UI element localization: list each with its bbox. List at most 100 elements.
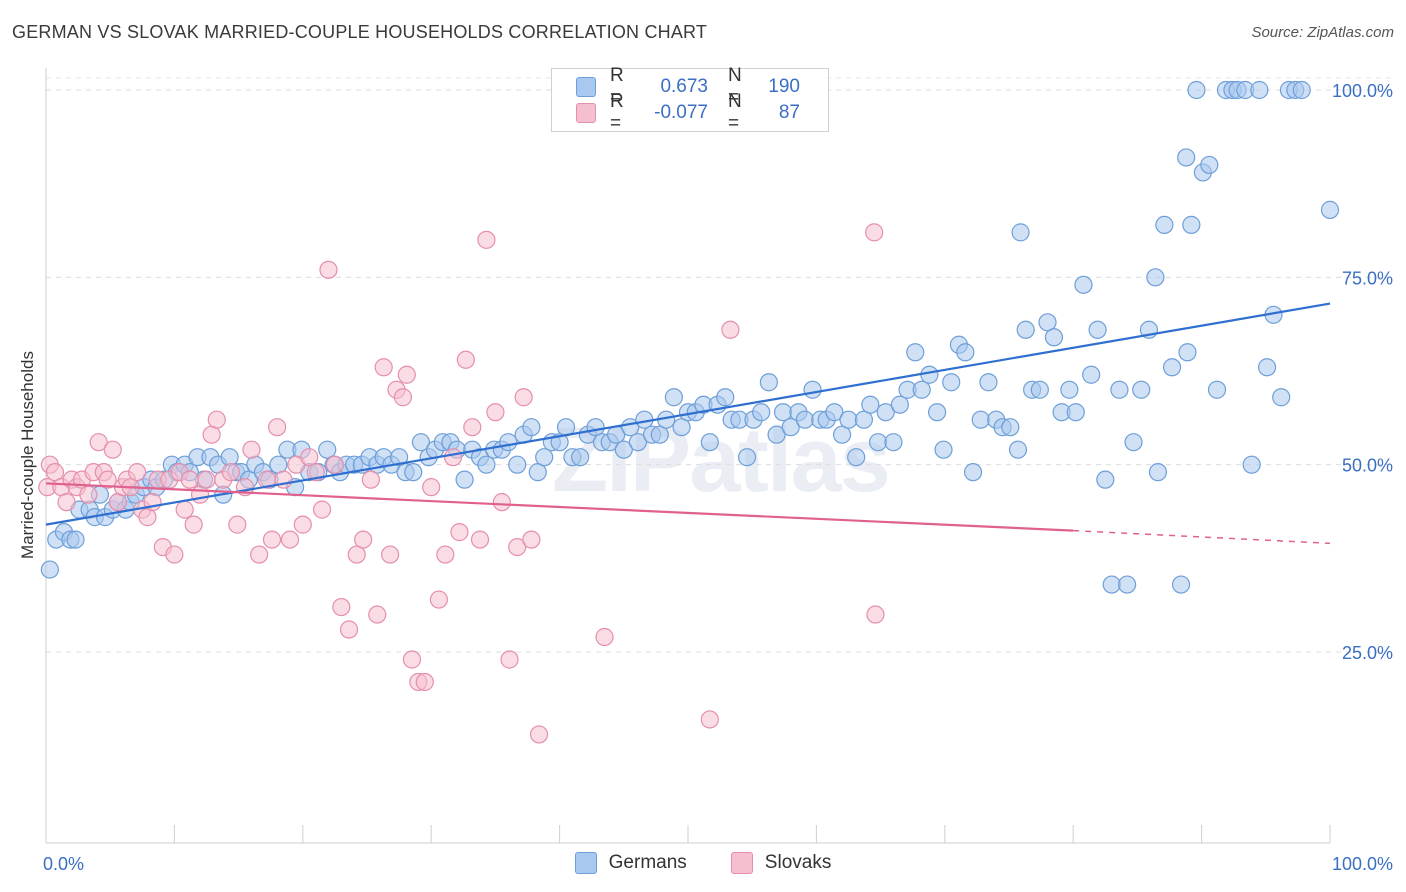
- watermark: ZIPatlas: [552, 409, 891, 511]
- slovaks-point: [207, 410, 226, 429]
- legend-swatch-slovaks: [576, 103, 596, 123]
- slovaks-point: [381, 545, 400, 564]
- germans-point: [40, 560, 59, 579]
- slovaks-point: [721, 320, 740, 339]
- slovaks-point: [522, 530, 541, 549]
- germans-point: [1182, 215, 1201, 234]
- germans-point: [1250, 80, 1269, 100]
- legend-r-value: 0.673: [660, 76, 708, 97]
- germans-point: [650, 425, 669, 444]
- germans-point: [716, 388, 735, 407]
- germans-point: [934, 440, 953, 459]
- germans-point: [825, 403, 844, 422]
- germans-point: [1207, 380, 1227, 399]
- stats-legend: R = 0.673 N = 190 R = -0.077 N = 87: [551, 65, 829, 134]
- germans-point: [528, 463, 547, 482]
- germans-point: [1118, 575, 1137, 594]
- germans-point: [1001, 418, 1020, 437]
- slovaks-point: [368, 605, 387, 624]
- slovaks-point: [397, 365, 416, 384]
- germans-point: [522, 418, 541, 437]
- germans-point: [737, 448, 757, 467]
- germans-point: [1272, 388, 1291, 407]
- germans-trend-line: [45, 302, 1331, 526]
- germans-point: [854, 410, 874, 429]
- slovaks-point: [865, 223, 884, 242]
- legend-swatch-germans: [576, 77, 596, 97]
- germans-point: [752, 403, 771, 422]
- legend-n-value: 87: [778, 102, 800, 123]
- germans-point: [1016, 320, 1035, 339]
- slovaks-point: [508, 537, 527, 557]
- germans-point: [979, 373, 998, 392]
- germans-point: [499, 433, 518, 452]
- germans-point: [773, 403, 793, 422]
- germans-point: [1162, 358, 1182, 377]
- y-tick-label: 25.0%: [1342, 643, 1393, 663]
- slovaks-point: [128, 463, 147, 482]
- germans-point: [906, 343, 925, 362]
- germans-point: [795, 410, 814, 429]
- trend-lines: [45, 302, 1331, 545]
- legend-item-slovaks[interactable]: Slovaks: [730, 852, 832, 874]
- slovaks-point: [402, 650, 422, 669]
- germans-point: [767, 425, 786, 444]
- slovaks-point: [57, 493, 76, 512]
- germans-point: [1124, 433, 1143, 452]
- germans-point: [861, 395, 880, 414]
- germans-point: [477, 455, 496, 474]
- germans-point: [455, 470, 474, 489]
- chart-source: Source: ZipAtlas.com: [1251, 24, 1394, 41]
- germans-point: [1038, 313, 1057, 332]
- germans-point: [1171, 575, 1191, 594]
- legend-n-label: N =: [728, 91, 742, 134]
- germans-point: [927, 403, 947, 422]
- germans-point: [1242, 455, 1261, 474]
- slovaks-point: [319, 260, 338, 279]
- germans-point: [1110, 380, 1129, 399]
- slovaks-point: [221, 463, 240, 482]
- slovaks-trend-line: [45, 482, 1074, 532]
- legend-item-germans[interactable]: Germans: [574, 852, 687, 874]
- legend-n-value: 190: [768, 76, 800, 97]
- germans-point: [535, 448, 554, 467]
- slovaks-point: [262, 530, 282, 549]
- tick-labels: 25.0% 50.0% 75.0% 100.0% 0.0% 100.0%: [43, 81, 1393, 874]
- slovaks-point: [415, 672, 434, 692]
- slovaks-point: [393, 388, 413, 407]
- slovaks-point: [477, 230, 496, 249]
- germans-point: [628, 433, 648, 452]
- slovaks-point: [280, 530, 300, 549]
- slovaks-point: [79, 485, 98, 504]
- germans-point: [664, 388, 683, 407]
- germans-point: [1178, 343, 1197, 362]
- slovaks-point: [175, 500, 194, 519]
- germans-point: [1088, 320, 1107, 339]
- germans-point: [956, 343, 975, 362]
- slovaks-point: [866, 605, 885, 624]
- slovaks-point: [242, 440, 261, 459]
- slovaks-point: [429, 590, 449, 609]
- slovaks-point: [456, 350, 475, 369]
- slovaks-point: [443, 448, 463, 467]
- germans-point: [832, 425, 852, 444]
- slovaks-point: [347, 545, 366, 564]
- legend-label-slovaks: Slovaks: [764, 852, 832, 873]
- slovaks-point: [45, 463, 65, 482]
- slovaks-point: [312, 500, 332, 519]
- slovaks-point: [89, 433, 108, 452]
- germans-point: [1102, 575, 1121, 594]
- legend-row-slovaks: R = -0.077 N = 87: [576, 91, 800, 134]
- germans-point: [1044, 328, 1064, 347]
- germans-point: [66, 530, 85, 549]
- slovaks-point: [354, 530, 373, 549]
- germans-point: [1066, 403, 1085, 422]
- legend-label-germans: Germans: [608, 852, 687, 873]
- slovaks-point: [595, 627, 614, 647]
- germans-point: [1177, 148, 1196, 167]
- germans-point: [839, 410, 858, 429]
- slovaks-point: [463, 418, 482, 437]
- y-tick-label: 50.0%: [1342, 456, 1393, 476]
- slovaks-point: [361, 470, 380, 489]
